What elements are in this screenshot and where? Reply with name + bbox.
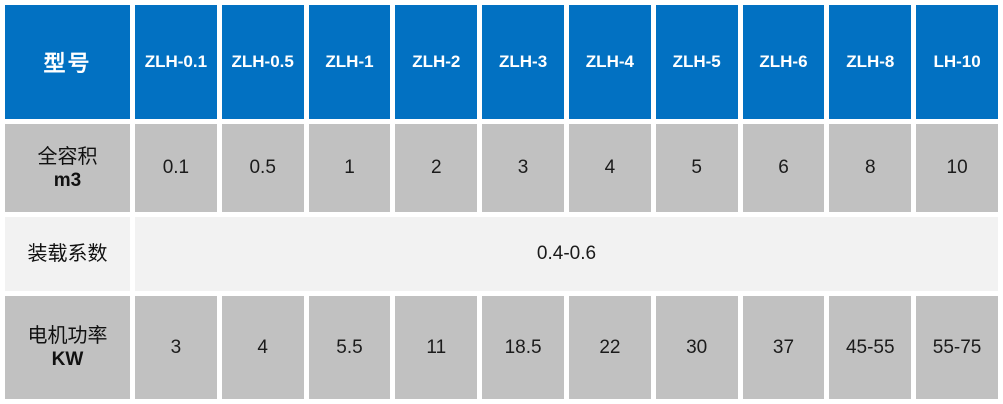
header-model-zlh-4: ZLH-4 <box>568 5 651 119</box>
volume-row: 全容积 m3 0.1 0.5 1 2 3 4 5 6 8 10 <box>5 124 998 212</box>
header-row: 型号 ZLH-0.1 ZLH-0.5 ZLH-1 ZLH-2 ZLH-3 ZLH… <box>5 5 998 119</box>
motor-power-value: 5.5 <box>308 296 391 399</box>
volume-value: 1 <box>308 124 391 212</box>
motor-power-row: 电机功率 KW 3 4 5.5 11 18.5 22 30 37 45-55 5… <box>5 296 998 399</box>
volume-value: 8 <box>829 124 912 212</box>
header-model-lh-10: LH-10 <box>916 5 998 119</box>
volume-value: 4 <box>568 124 651 212</box>
motor-power-value: 3 <box>135 296 217 399</box>
volume-value: 6 <box>742 124 825 212</box>
volume-label-unit: m3 <box>53 169 82 191</box>
load-factor-row-label: 装载系数 <box>5 217 130 291</box>
volume-value: 10 <box>916 124 998 212</box>
header-model-zlh-3: ZLH-3 <box>482 5 564 119</box>
motor-power-value: 11 <box>395 296 478 399</box>
motor-power-value: 30 <box>655 296 738 399</box>
volume-value: 2 <box>395 124 478 212</box>
volume-value: 5 <box>655 124 738 212</box>
motor-power-value: 37 <box>742 296 825 399</box>
motor-power-value: 22 <box>568 296 651 399</box>
motor-power-value: 55-75 <box>916 296 998 399</box>
header-model-label: 型号 <box>5 5 130 119</box>
header-model-zlh-0-5: ZLH-0.5 <box>221 5 304 119</box>
volume-label-cjk: 全容积 <box>37 145 98 168</box>
motor-power-value: 45-55 <box>829 296 912 399</box>
motor-power-value: 4 <box>221 296 304 399</box>
volume-value: 0.5 <box>221 124 304 212</box>
header-model-zlh-6: ZLH-6 <box>742 5 825 119</box>
volume-row-label: 全容积 m3 <box>5 124 130 212</box>
header-model-zlh-0-1: ZLH-0.1 <box>135 5 217 119</box>
load-factor-label-cjk: 装载系数 <box>27 242 108 265</box>
load-factor-merged-value: 0.4-0.6 <box>135 217 998 291</box>
header-model-zlh-8: ZLH-8 <box>829 5 912 119</box>
motor-power-row-label: 电机功率 KW <box>5 296 130 399</box>
header-model-zlh-2: ZLH-2 <box>395 5 478 119</box>
motor-power-label-cjk: 电机功率 <box>27 325 108 348</box>
volume-value: 3 <box>482 124 564 212</box>
volume-value: 0.1 <box>135 124 217 212</box>
header-model-zlh-1: ZLH-1 <box>308 5 391 119</box>
motor-power-value: 18.5 <box>482 296 564 399</box>
header-model-zlh-5: ZLH-5 <box>655 5 738 119</box>
load-factor-row: 装载系数 0.4-0.6 <box>5 217 998 291</box>
motor-power-label-unit: KW <box>51 349 84 371</box>
